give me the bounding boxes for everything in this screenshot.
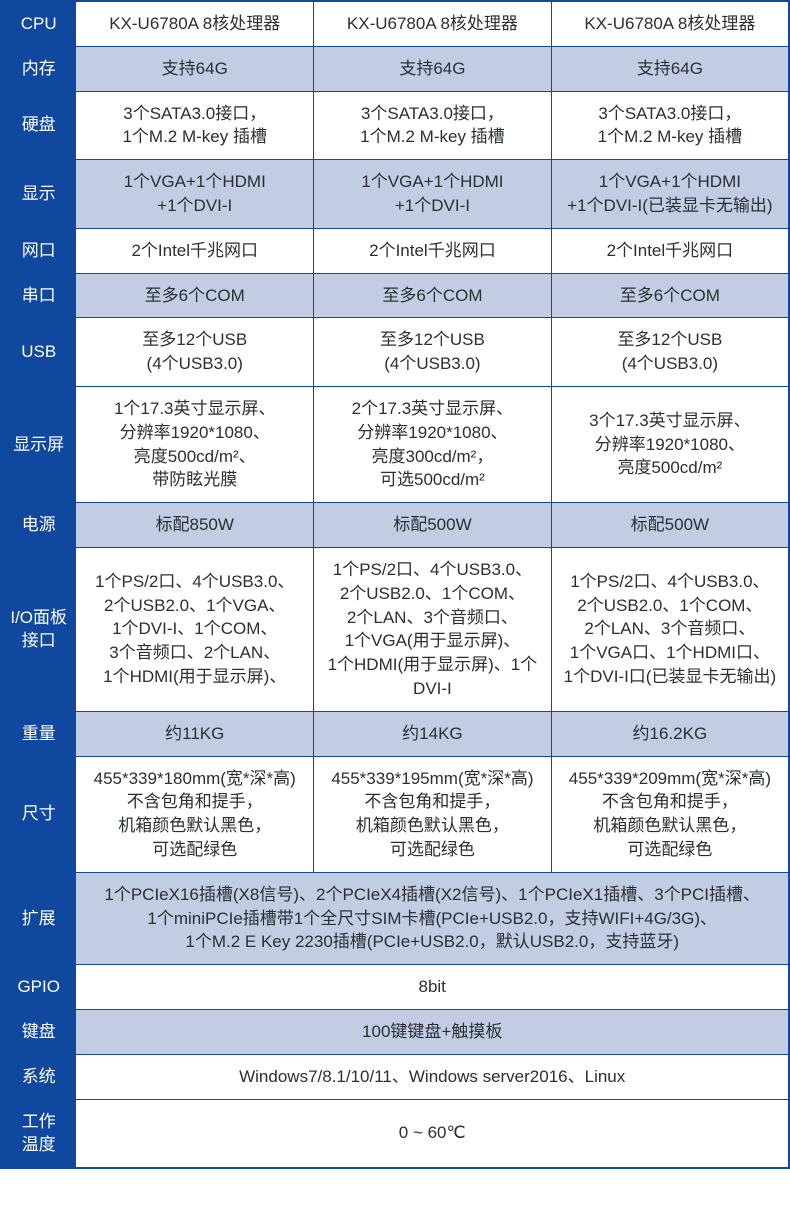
- data-cell: KX-U6780A 8核处理器: [551, 1, 789, 46]
- table-row: 重量约11KG约14KG约16.2KG: [1, 711, 789, 756]
- data-cell: 标配850W: [76, 503, 314, 548]
- data-cell: KX-U6780A 8核处理器: [314, 1, 552, 46]
- table-row: 显示屏1个17.3英寸显示屏、分辨率1920*1080、亮度500cd/m²、带…: [1, 386, 789, 502]
- table-row: 内存支持64G支持64G支持64G: [1, 46, 789, 91]
- row-header: USB: [1, 318, 76, 387]
- table-row: 扩展1个PCIeX16插槽(X8信号)、2个PCIeX4插槽(X2信号)、1个P…: [1, 872, 789, 964]
- data-cell: 约16.2KG: [551, 711, 789, 756]
- row-header: 内存: [1, 46, 76, 91]
- row-header: I/O面板接口: [1, 547, 76, 711]
- data-cell-merged: 100键键盘+触摸板: [76, 1009, 789, 1054]
- data-cell: 3个SATA3.0接口，1个M.2 M-key 插槽: [314, 91, 552, 160]
- data-cell: 支持64G: [551, 46, 789, 91]
- data-cell: 至多6个COM: [76, 273, 314, 318]
- data-cell: 约14KG: [314, 711, 552, 756]
- row-header: 电源: [1, 503, 76, 548]
- data-cell: 至多12个USB(4个USB3.0): [551, 318, 789, 387]
- table-row: 工作温度0 ~ 60℃: [1, 1099, 789, 1168]
- row-header: 尺寸: [1, 756, 76, 872]
- data-cell: 1个17.3英寸显示屏、分辨率1920*1080、亮度500cd/m²、带防眩光…: [76, 386, 314, 502]
- data-cell: 标配500W: [551, 503, 789, 548]
- data-cell: 支持64G: [76, 46, 314, 91]
- table-row: USB至多12个USB(4个USB3.0)至多12个USB(4个USB3.0)至…: [1, 318, 789, 387]
- row-header: 显示屏: [1, 386, 76, 502]
- table-row: 电源标配850W标配500W标配500W: [1, 503, 789, 548]
- data-cell: 1个PS/2口、4个USB3.0、2个USB2.0、1个COM、2个LAN、3个…: [551, 547, 789, 711]
- data-cell-merged: 1个PCIeX16插槽(X8信号)、2个PCIeX4插槽(X2信号)、1个PCI…: [76, 872, 789, 964]
- row-header: 硬盘: [1, 91, 76, 160]
- table-row: 网口2个Intel千兆网口2个Intel千兆网口2个Intel千兆网口: [1, 228, 789, 273]
- row-header: 扩展: [1, 872, 76, 964]
- data-cell: 3个SATA3.0接口，1个M.2 M-key 插槽: [551, 91, 789, 160]
- data-cell: 1个PS/2口、4个USB3.0、2个USB2.0、1个COM、2个LAN、3个…: [314, 547, 552, 711]
- row-header: 键盘: [1, 1009, 76, 1054]
- data-cell: 至多6个COM: [551, 273, 789, 318]
- data-cell-merged: 0 ~ 60℃: [76, 1099, 789, 1168]
- table-row: 串口至多6个COM至多6个COM至多6个COM: [1, 273, 789, 318]
- row-header: 工作温度: [1, 1099, 76, 1168]
- table-row: 键盘100键键盘+触摸板: [1, 1009, 789, 1054]
- row-header: 系统: [1, 1054, 76, 1099]
- data-cell-merged: Windows7/8.1/10/11、Windows server2016、Li…: [76, 1054, 789, 1099]
- row-header: GPIO: [1, 965, 76, 1010]
- data-cell: 455*339*180mm(宽*深*高)不含包角和提手，机箱颜色默认黑色，可选配…: [76, 756, 314, 872]
- data-cell: 1个VGA+1个HDMI+1个DVI-I: [76, 160, 314, 229]
- data-cell: 至多12个USB(4个USB3.0): [314, 318, 552, 387]
- data-cell-merged: 8bit: [76, 965, 789, 1010]
- row-header: 显示: [1, 160, 76, 229]
- row-header: 重量: [1, 711, 76, 756]
- data-cell: 2个17.3英寸显示屏、分辨率1920*1080、亮度300cd/m²，可选50…: [314, 386, 552, 502]
- data-cell: 标配500W: [314, 503, 552, 548]
- table-row: CPUKX-U6780A 8核处理器KX-U6780A 8核处理器KX-U678…: [1, 1, 789, 46]
- table-row: 显示1个VGA+1个HDMI+1个DVI-I1个VGA+1个HDMI+1个DVI…: [1, 160, 789, 229]
- data-cell: KX-U6780A 8核处理器: [76, 1, 314, 46]
- table-row: 硬盘3个SATA3.0接口，1个M.2 M-key 插槽3个SATA3.0接口，…: [1, 91, 789, 160]
- data-cell: 约11KG: [76, 711, 314, 756]
- data-cell: 2个Intel千兆网口: [551, 228, 789, 273]
- data-cell: 455*339*209mm(宽*深*高)不含包角和提手，机箱颜色默认黑色，可选配…: [551, 756, 789, 872]
- row-header: 串口: [1, 273, 76, 318]
- row-header: 网口: [1, 228, 76, 273]
- data-cell: 455*339*195mm(宽*深*高)不含包角和提手，机箱颜色默认黑色，可选配…: [314, 756, 552, 872]
- data-cell: 2个Intel千兆网口: [76, 228, 314, 273]
- data-cell: 3个17.3英寸显示屏、分辨率1920*1080、亮度500cd/m²: [551, 386, 789, 502]
- data-cell: 至多12个USB(4个USB3.0): [76, 318, 314, 387]
- data-cell: 1个PS/2口、4个USB3.0、2个USB2.0、1个VGA、1个DVI-I、…: [76, 547, 314, 711]
- table-row: 尺寸455*339*180mm(宽*深*高)不含包角和提手，机箱颜色默认黑色，可…: [1, 756, 789, 872]
- row-header: CPU: [1, 1, 76, 46]
- data-cell: 支持64G: [314, 46, 552, 91]
- table-row: I/O面板接口1个PS/2口、4个USB3.0、2个USB2.0、1个VGA、1…: [1, 547, 789, 711]
- data-cell: 1个VGA+1个HDMI+1个DVI-I: [314, 160, 552, 229]
- data-cell: 1个VGA+1个HDMI+1个DVI-I(已装显卡无输出): [551, 160, 789, 229]
- spec-table: CPUKX-U6780A 8核处理器KX-U6780A 8核处理器KX-U678…: [0, 0, 790, 1169]
- table-row: 系统Windows7/8.1/10/11、Windows server2016、…: [1, 1054, 789, 1099]
- data-cell: 至多6个COM: [314, 273, 552, 318]
- data-cell: 2个Intel千兆网口: [314, 228, 552, 273]
- data-cell: 3个SATA3.0接口，1个M.2 M-key 插槽: [76, 91, 314, 160]
- table-row: GPIO8bit: [1, 965, 789, 1010]
